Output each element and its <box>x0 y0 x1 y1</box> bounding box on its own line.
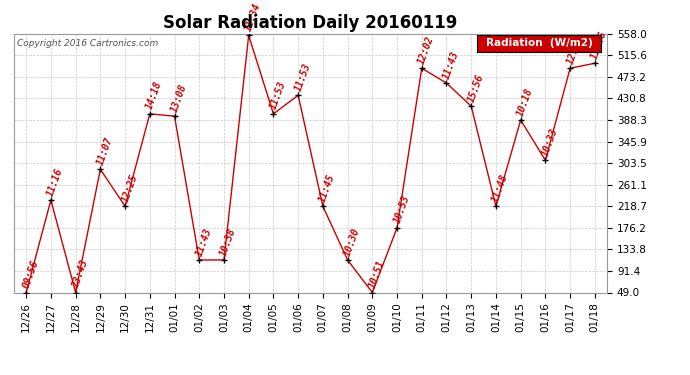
Text: 11:07: 11:07 <box>95 135 115 166</box>
Text: 11:45: 11:45 <box>317 172 337 204</box>
Text: 12:36: 12:36 <box>565 34 584 66</box>
Text: Copyright 2016 Cartronics.com: Copyright 2016 Cartronics.com <box>17 39 158 48</box>
Text: 10:33: 10:33 <box>540 126 560 158</box>
Text: 12:02: 12:02 <box>417 34 436 66</box>
Text: 11:34: 11:34 <box>244 2 263 33</box>
Text: 11:46: 11:46 <box>590 29 609 60</box>
Text: 23:43: 23:43 <box>70 259 90 290</box>
Text: 13:08: 13:08 <box>169 82 189 113</box>
Text: 11:53: 11:53 <box>268 80 288 111</box>
Text: 11:53: 11:53 <box>293 62 313 93</box>
Text: 12:25: 12:25 <box>120 172 139 204</box>
Text: 11:43: 11:43 <box>442 49 461 80</box>
Text: 11:48: 11:48 <box>491 172 510 204</box>
Text: 10:38: 10:38 <box>219 226 238 257</box>
Text: 15:56: 15:56 <box>466 72 486 104</box>
Text: 10:51: 10:51 <box>367 259 386 290</box>
Text: 14:18: 14:18 <box>145 80 164 111</box>
Text: 09:56: 09:56 <box>21 259 41 290</box>
Title: Solar Radiation Daily 20160119: Solar Radiation Daily 20160119 <box>164 14 457 32</box>
Text: 10:53: 10:53 <box>392 194 411 225</box>
Text: 10:18: 10:18 <box>515 86 535 117</box>
Text: 11:43: 11:43 <box>194 226 213 257</box>
Text: 10:30: 10:30 <box>342 226 362 257</box>
Text: 11:16: 11:16 <box>46 166 65 197</box>
